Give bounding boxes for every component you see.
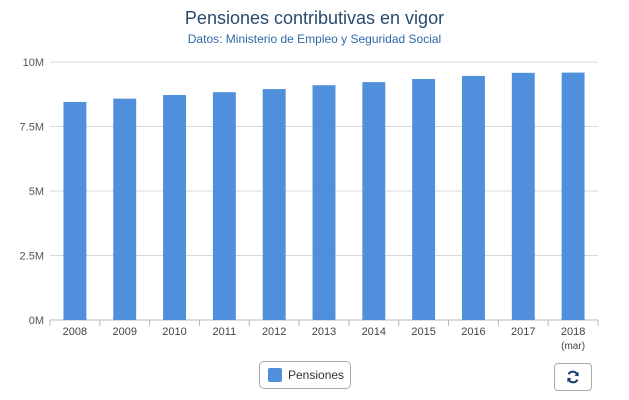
bar-2010[interactable] bbox=[163, 95, 187, 320]
bar-2017[interactable] bbox=[511, 72, 535, 320]
x-tick-label: 2017 bbox=[511, 326, 535, 338]
chart-title: Pensiones contributivas en vigor bbox=[184, 8, 445, 28]
x-tick-label: 2018 bbox=[561, 326, 585, 338]
legend-label: Pensiones bbox=[288, 368, 345, 382]
bar-2008[interactable] bbox=[63, 101, 87, 321]
bar-2011[interactable] bbox=[212, 92, 236, 320]
legend-swatch bbox=[268, 368, 282, 382]
bar-2009[interactable] bbox=[113, 98, 137, 320]
y-tick-label: 10M bbox=[23, 57, 44, 69]
x-tick-label: 2010 bbox=[162, 326, 186, 338]
refresh-icon bbox=[567, 370, 579, 384]
bar-2014[interactable] bbox=[362, 82, 386, 321]
legend-item-pensiones[interactable]: Pensiones bbox=[259, 361, 351, 389]
bar-2013[interactable] bbox=[312, 85, 336, 320]
x-tick-label: 2008 bbox=[63, 326, 87, 338]
bar-2018[interactable] bbox=[561, 72, 585, 320]
x-tick-label: 2011 bbox=[213, 326, 237, 338]
chart-subtitle: Datos: Ministerio de Empleo y Seguridad … bbox=[187, 32, 442, 46]
x-tick-sublabel: (mar) bbox=[561, 341, 585, 352]
bar-2012[interactable] bbox=[262, 89, 286, 320]
y-tick-label: 0M bbox=[29, 315, 44, 327]
y-tick-label: 5M bbox=[29, 186, 44, 198]
x-tick-label: 2013 bbox=[312, 326, 336, 338]
x-tick-label: 2015 bbox=[411, 326, 435, 338]
x-tick-label: 2009 bbox=[112, 326, 136, 338]
y-tick-label: 7.5M bbox=[20, 122, 44, 134]
x-tick-label: 2012 bbox=[262, 326, 286, 338]
x-tick-label: 2014 bbox=[362, 326, 386, 338]
refresh-button[interactable] bbox=[554, 363, 592, 391]
bar-2016[interactable] bbox=[461, 75, 485, 320]
y-tick-label: 2.5M bbox=[20, 251, 44, 263]
bar-2015[interactable] bbox=[412, 79, 436, 320]
x-tick-label: 2016 bbox=[461, 326, 485, 338]
